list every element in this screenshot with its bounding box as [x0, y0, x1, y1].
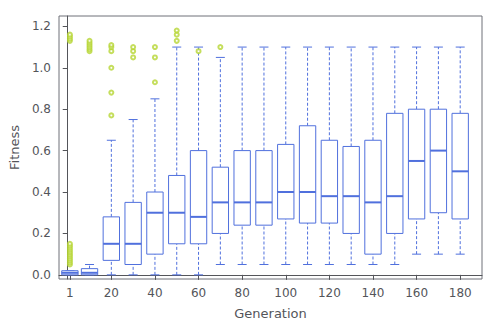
- svg-text:140: 140: [362, 286, 385, 300]
- svg-text:Fitness: Fitness: [7, 125, 22, 170]
- svg-text:0.8: 0.8: [32, 102, 51, 116]
- svg-text:0.2: 0.2: [32, 226, 51, 240]
- svg-text:0.6: 0.6: [32, 144, 51, 158]
- svg-text:60: 60: [191, 286, 206, 300]
- svg-text:100: 100: [274, 286, 297, 300]
- svg-text:1.2: 1.2: [32, 19, 51, 33]
- svg-text:180: 180: [449, 286, 472, 300]
- svg-text:20: 20: [104, 286, 119, 300]
- svg-text:1.0: 1.0: [32, 61, 51, 75]
- svg-text:Generation: Generation: [234, 306, 307, 321]
- svg-text:40: 40: [147, 286, 162, 300]
- svg-text:1: 1: [66, 286, 74, 300]
- svg-text:0.4: 0.4: [32, 185, 51, 199]
- svg-text:160: 160: [405, 286, 428, 300]
- svg-text:0.0: 0.0: [32, 268, 51, 282]
- svg-text:120: 120: [318, 286, 341, 300]
- svg-text:80: 80: [235, 286, 250, 300]
